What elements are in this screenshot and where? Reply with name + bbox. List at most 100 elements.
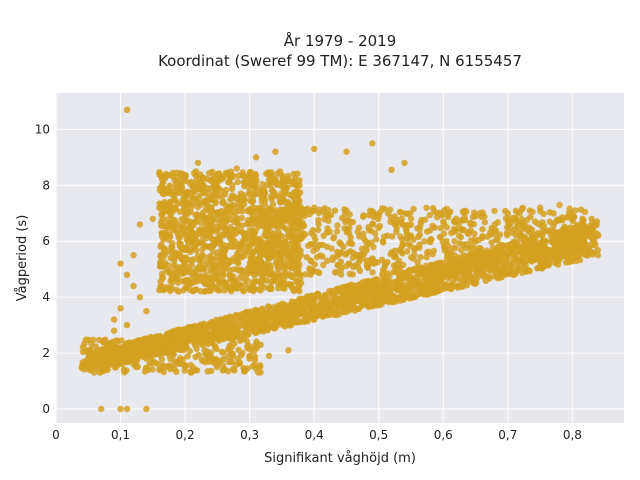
data-point-cloud [280,184,287,192]
data-point-cloud [258,306,265,313]
data-point-cloud [533,265,541,272]
data-point-cloud [533,248,540,255]
data-point-cloud [226,267,233,274]
data-point-cloud [172,250,180,257]
data-point [285,347,292,354]
data-point-cloud [168,220,175,227]
data-point-cloud [193,367,201,374]
data-point-cloud [551,233,559,241]
data-point-cloud [431,208,438,215]
data-point-cloud [568,257,576,265]
data-point-cloud [297,189,304,196]
data-point-cloud [492,231,499,238]
data-point-cloud [181,246,188,253]
data-point-cloud [159,273,166,280]
data-point [117,305,124,312]
data-point-cloud [348,286,355,293]
data-point-cloud [461,213,468,221]
data-point-cloud [247,168,254,176]
data-point-cloud [360,212,367,219]
data-point-cloud [453,215,460,222]
data-point-cloud [202,281,209,288]
data-point-cloud [416,226,423,233]
data-point-cloud [393,296,400,303]
data-point-cloud [336,239,343,246]
data-point-cloud [221,248,228,255]
data-point [136,221,144,228]
data-point-cloud [398,291,405,298]
data-point-cloud [442,282,450,289]
data-point-cloud [244,220,251,228]
data-point-cloud [550,210,557,217]
data-point-cloud [415,233,422,241]
data-point-cloud [216,279,223,286]
data-point-cloud [253,238,260,245]
data-point-cloud [345,307,352,314]
data-point-cloud [282,263,290,270]
data-point [130,282,137,290]
data-point-cloud [451,262,459,269]
data-point-cloud [172,197,179,204]
data-point-cloud [242,175,249,182]
data-point-cloud [165,184,173,191]
data-point-cloud [194,213,202,220]
data-point-cloud [451,238,458,245]
data-point-cloud [275,228,282,236]
data-point-cloud [228,358,235,366]
data-point-cloud [238,228,245,235]
data-point-cloud [111,345,119,353]
data-point [136,294,144,301]
data-point-cloud [451,274,459,281]
data-point-cloud [162,334,170,342]
data-point-cloud [182,327,189,334]
data-point-cloud [418,216,425,224]
data-point-cloud [139,352,147,359]
data-point-cloud [276,250,284,257]
data-point-cloud [299,295,306,303]
data-point-cloud [91,369,98,376]
data-point-cloud [236,281,244,288]
data-point-cloud [277,197,284,205]
data-point-cloud [251,353,259,360]
data-point-cloud [124,339,132,347]
data-point-cloud [505,221,512,229]
data-point-cloud [299,219,306,226]
data-point-cloud [390,268,397,275]
data-point-cloud [289,316,297,323]
data-point-cloud [255,322,262,330]
data-point-cloud [338,271,345,278]
data-point-cloud [540,227,547,235]
chart-title-line1: År 1979 - 2019 [284,31,397,50]
y-tick-label: 4 [42,290,50,304]
data-point-cloud [504,262,511,269]
data-point-cloud [306,265,313,272]
data-point-cloud [333,253,341,260]
data-point-cloud [160,246,168,253]
data-point-cloud [479,226,486,233]
data-point [143,307,150,315]
data-point-cloud [493,257,501,264]
data-point-cloud [319,313,326,320]
data-point-cloud [379,238,387,245]
data-point-cloud [233,266,240,273]
data-point-cloud [254,369,262,376]
data-point-cloud [414,264,421,271]
data-point-cloud [217,316,225,323]
data-point-cloud [278,217,286,224]
data-point-cloud [302,318,309,325]
data-point-cloud [259,185,267,193]
data-point-cloud [227,272,234,279]
data-point-cloud [426,238,433,245]
data-point-cloud [487,229,494,236]
data-point-cloud [174,279,182,286]
data-point-cloud [458,261,466,268]
data-point-cloud [419,281,427,288]
x-tick-label: 0,4 [305,428,324,442]
data-point-cloud [231,367,238,374]
data-point-cloud [210,327,218,335]
data-point-cloud [251,361,258,368]
data-point-cloud [509,214,517,222]
data-point-cloud [164,216,171,223]
data-point-cloud [592,221,599,228]
data-point [123,321,131,329]
